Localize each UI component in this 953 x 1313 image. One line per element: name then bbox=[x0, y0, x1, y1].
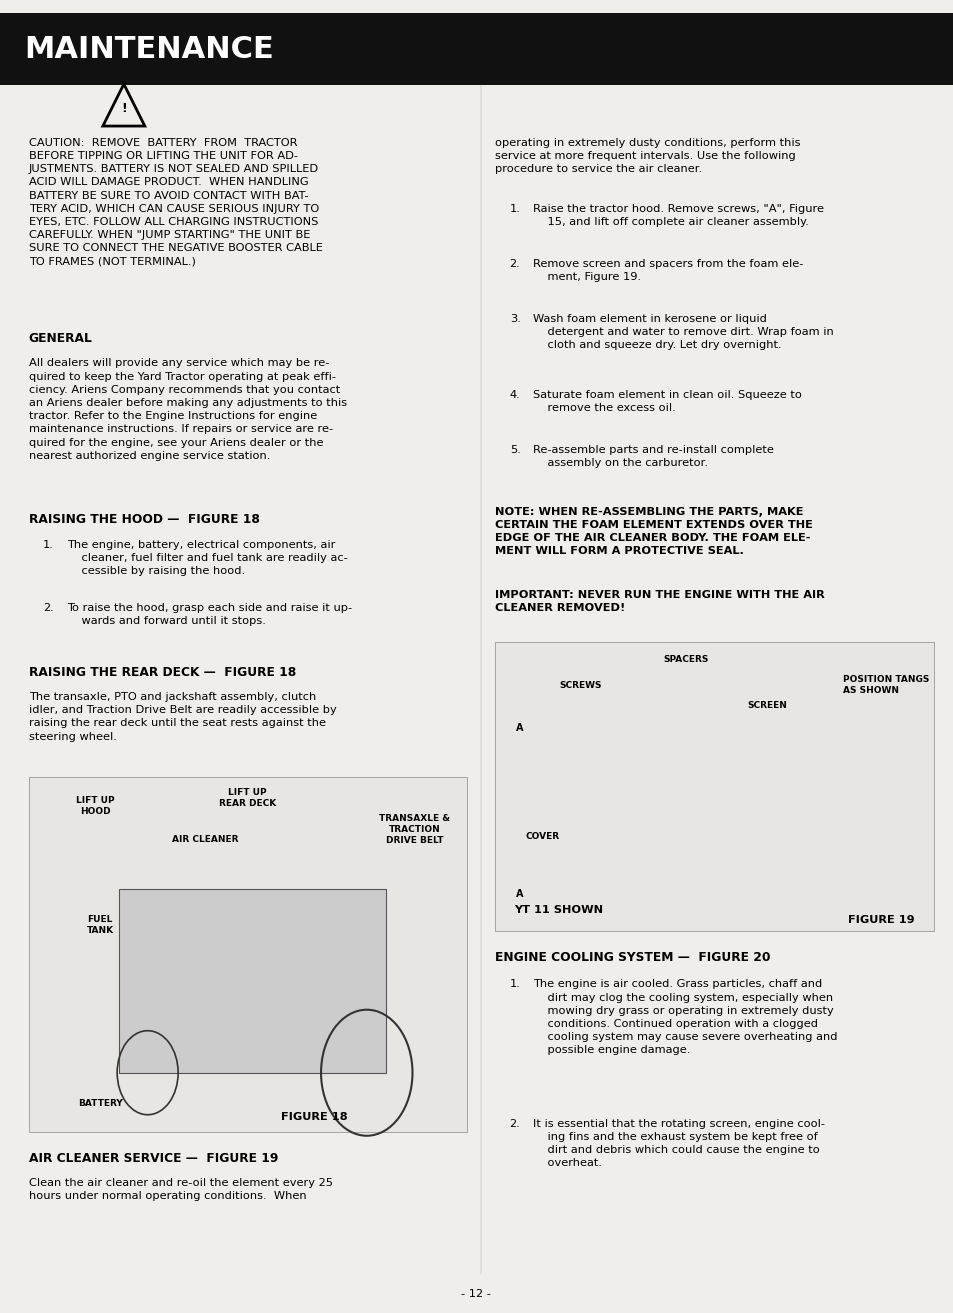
Text: POSITION TANGS
AS SHOWN: POSITION TANGS AS SHOWN bbox=[842, 675, 928, 695]
Text: Remove screen and spacers from the foam ele-
    ment, Figure 19.: Remove screen and spacers from the foam … bbox=[533, 259, 803, 282]
FancyBboxPatch shape bbox=[495, 642, 933, 931]
FancyBboxPatch shape bbox=[119, 889, 385, 1073]
Text: 1.: 1. bbox=[509, 204, 520, 214]
Text: FUEL
TANK: FUEL TANK bbox=[87, 915, 113, 935]
Text: SCREWS: SCREWS bbox=[559, 681, 601, 691]
FancyBboxPatch shape bbox=[29, 777, 466, 1132]
Text: Re-assemble parts and re-install complete
    assembly on the carburetor.: Re-assemble parts and re-install complet… bbox=[533, 445, 774, 469]
Text: BATTERY: BATTERY bbox=[77, 1099, 122, 1108]
Text: LIFT UP
REAR DECK: LIFT UP REAR DECK bbox=[219, 788, 276, 807]
Text: SCREEN: SCREEN bbox=[747, 701, 787, 710]
Text: The engine is air cooled. Grass particles, chaff and
    dirt may clog the cooli: The engine is air cooled. Grass particle… bbox=[533, 979, 837, 1056]
Text: 4.: 4. bbox=[509, 390, 520, 400]
Text: A: A bbox=[516, 889, 523, 899]
Text: !: ! bbox=[121, 102, 127, 116]
Text: AIR CLEANER: AIR CLEANER bbox=[172, 835, 238, 844]
Text: AIR CLEANER SERVICE —  FIGURE 19: AIR CLEANER SERVICE — FIGURE 19 bbox=[29, 1152, 277, 1165]
Text: Wash foam element in kerosene or liquid
    detergent and water to remove dirt. : Wash foam element in kerosene or liquid … bbox=[533, 314, 833, 351]
Text: TRANSAXLE &
TRACTION
DRIVE BELT: TRANSAXLE & TRACTION DRIVE BELT bbox=[378, 814, 450, 846]
Text: The engine, battery, electrical components, air
    cleaner, fuel filter and fue: The engine, battery, electrical componen… bbox=[67, 540, 347, 576]
Text: 2.: 2. bbox=[509, 259, 520, 269]
Text: GENERAL: GENERAL bbox=[29, 332, 92, 345]
Text: To raise the hood, grasp each side and raise it up-
    wards and forward until : To raise the hood, grasp each side and r… bbox=[67, 603, 352, 626]
Text: 1.: 1. bbox=[43, 540, 53, 550]
Text: FIGURE 18: FIGURE 18 bbox=[281, 1112, 347, 1123]
Text: MAINTENANCE: MAINTENANCE bbox=[24, 35, 274, 64]
Text: - 12 -: - 12 - bbox=[461, 1289, 491, 1300]
Text: ENGINE COOLING SYSTEM —  FIGURE 20: ENGINE COOLING SYSTEM — FIGURE 20 bbox=[495, 951, 770, 964]
Text: All dealers will provide any service which may be re-
quired to keep the Yard Tr: All dealers will provide any service whi… bbox=[29, 358, 346, 461]
FancyBboxPatch shape bbox=[0, 13, 952, 85]
Text: FIGURE 19: FIGURE 19 bbox=[847, 915, 914, 926]
Text: COVER: COVER bbox=[525, 832, 559, 842]
Text: CAUTION:  REMOVE  BATTERY  FROM  TRACTOR
BEFORE TIPPING OR LIFTING THE UNIT FOR : CAUTION: REMOVE BATTERY FROM TRACTOR BEF… bbox=[29, 138, 322, 267]
Text: IMPORTANT: NEVER RUN THE ENGINE WITH THE AIR
CLEANER REMOVED!: IMPORTANT: NEVER RUN THE ENGINE WITH THE… bbox=[495, 590, 824, 613]
Text: SPACERS: SPACERS bbox=[662, 655, 708, 664]
Text: 1.: 1. bbox=[509, 979, 520, 990]
Text: 2.: 2. bbox=[509, 1119, 520, 1129]
Text: operating in extremely dusty conditions, perform this
service at more frequent i: operating in extremely dusty conditions,… bbox=[495, 138, 800, 175]
Text: NOTE: WHEN RE-ASSEMBLING THE PARTS, MAKE
CERTAIN THE FOAM ELEMENT EXTENDS OVER T: NOTE: WHEN RE-ASSEMBLING THE PARTS, MAKE… bbox=[495, 507, 812, 557]
Text: 2.: 2. bbox=[43, 603, 53, 613]
Text: A: A bbox=[516, 723, 523, 734]
Text: YT 11 SHOWN: YT 11 SHOWN bbox=[514, 905, 603, 915]
Text: It is essential that the rotating screen, engine cool-
    ing fins and the exha: It is essential that the rotating screen… bbox=[533, 1119, 824, 1169]
Text: LIFT UP
HOOD: LIFT UP HOOD bbox=[76, 796, 114, 815]
Text: 3.: 3. bbox=[509, 314, 520, 324]
Text: Saturate foam element in clean oil. Squeeze to
    remove the excess oil.: Saturate foam element in clean oil. Sque… bbox=[533, 390, 801, 414]
Text: RAISING THE REAR DECK —  FIGURE 18: RAISING THE REAR DECK — FIGURE 18 bbox=[29, 666, 295, 679]
Text: Raise the tractor hood. Remove screws, "A", Figure
    15, and lift off complete: Raise the tractor hood. Remove screws, "… bbox=[533, 204, 823, 227]
Text: The transaxle, PTO and jackshaft assembly, clutch
idler, and Traction Drive Belt: The transaxle, PTO and jackshaft assembl… bbox=[29, 692, 336, 742]
Text: RAISING THE HOOD —  FIGURE 18: RAISING THE HOOD — FIGURE 18 bbox=[29, 513, 259, 527]
Text: 5.: 5. bbox=[509, 445, 520, 456]
Text: Clean the air cleaner and re-oil the element every 25
hours under normal operati: Clean the air cleaner and re-oil the ele… bbox=[29, 1178, 333, 1201]
